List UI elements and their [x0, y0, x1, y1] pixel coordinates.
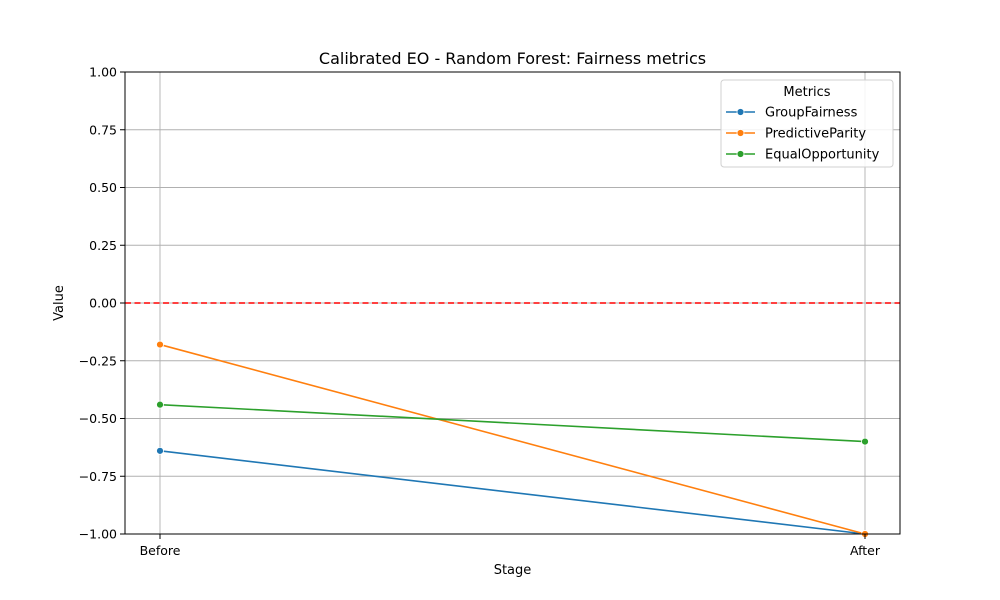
chart-title: Calibrated EO - Random Forest: Fairness …: [319, 49, 706, 68]
y-axis-label: Value: [52, 285, 67, 321]
series-line: [159, 403, 866, 443]
data-point: [156, 446, 164, 455]
y-tick-label: −1.00: [79, 527, 117, 542]
data-point: [861, 437, 869, 446]
legend-label: GroupFairness: [765, 106, 858, 121]
x-tick-label: Before: [140, 543, 181, 558]
y-tick-label: 0.50: [89, 180, 117, 195]
series-line: [159, 343, 866, 535]
legend-swatch-marker: [736, 108, 745, 116]
legend-title: Metrics: [783, 85, 830, 100]
legend-label: PredictiveParity: [765, 127, 866, 142]
legend-swatch-marker: [736, 129, 745, 137]
y-axis: −1.00 −0.75 −0.50 −0.25 0.00 0.25 0.50 0.75 1.00: [79, 65, 125, 542]
x-tick-label: After: [850, 543, 881, 558]
data-point: [156, 340, 164, 349]
y-tick-label: −0.50: [79, 411, 117, 426]
legend-swatch-marker: [736, 150, 745, 158]
series-line: [159, 450, 866, 535]
y-tick-label: −0.25: [79, 353, 117, 368]
y-tick-label: 0.25: [89, 238, 117, 253]
legend-items: GroupFairness PredictiveParity EqualOpport…: [726, 106, 880, 163]
y-tick-label: 1.00: [89, 65, 117, 80]
data-point: [156, 400, 164, 409]
legend-label: EqualOpportunity: [765, 148, 880, 163]
x-axis-label: Stage: [494, 563, 532, 578]
y-tick-label: 0.75: [89, 122, 117, 137]
legend: Metrics GroupFairness PredictiveParity Equ…: [720, 79, 894, 168]
legend-box: [720, 79, 894, 168]
series-group: [156, 340, 869, 538]
x-axis: Before After: [140, 534, 881, 558]
y-tick-label: −0.75: [79, 469, 117, 484]
y-tick-label: 0.00: [89, 296, 117, 311]
